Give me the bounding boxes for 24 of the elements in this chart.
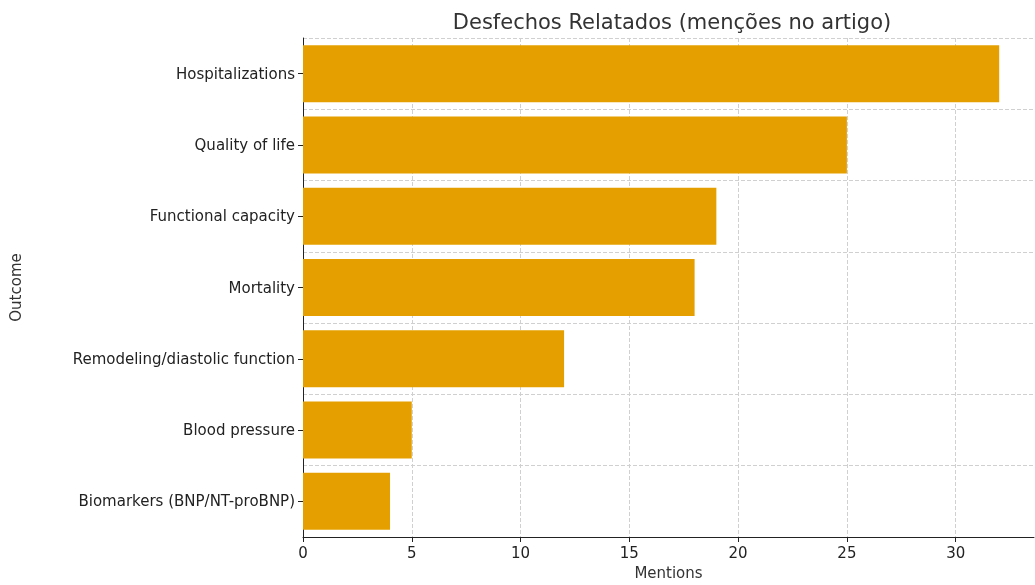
y-tick-label: Remodeling/diastolic function <box>72 349 295 368</box>
bar <box>303 187 717 245</box>
x-tick-label: 5 <box>407 543 417 562</box>
x-axis-title: Mentions <box>634 563 703 582</box>
bar <box>303 330 565 388</box>
x-tick-label: 0 <box>298 543 308 562</box>
x-tick-label: 20 <box>728 543 748 562</box>
x-tick-label: 15 <box>619 543 639 562</box>
bar <box>303 472 391 530</box>
y-tick-label: Hospitalizations <box>176 64 296 83</box>
bar <box>303 258 695 317</box>
x-tick-label: 30 <box>946 543 966 562</box>
bar <box>303 116 847 174</box>
x-tick-label: 10 <box>511 543 531 562</box>
y-tick-label: Blood pressure <box>183 421 295 440</box>
chart-title: Desfechos Relatados (menções no artigo) <box>452 9 892 34</box>
x-tick-label: 25 <box>837 543 857 562</box>
y-tick-label: Biomarkers (BNP/NT-proBNP) <box>78 492 295 511</box>
bar <box>303 401 412 459</box>
y-tick-label: Functional capacity <box>149 207 296 226</box>
y-axis-title: Outcome <box>6 253 25 322</box>
y-tick-label: Mortality <box>228 278 296 297</box>
bar <box>303 45 1000 103</box>
y-tick-label: Quality of life <box>194 135 295 154</box>
